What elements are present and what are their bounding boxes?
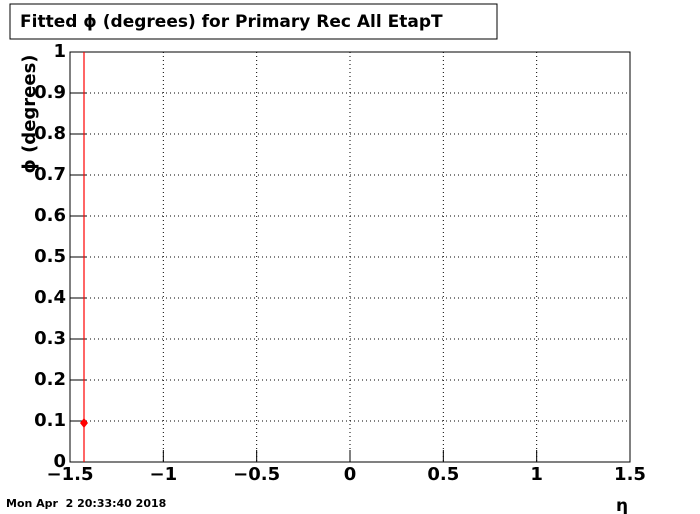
y-tick-label: 0 xyxy=(53,451,66,472)
y-tick-label: 0.3 xyxy=(34,328,66,349)
x-tick-label: −1.5 xyxy=(47,464,94,485)
x-tick-label: −0.5 xyxy=(233,464,280,485)
y-tick-label: 1 xyxy=(53,41,66,62)
y-tick-label: 0.8 xyxy=(34,123,66,144)
chart-title: Fitted ϕ (degrees) for Primary Rec All E… xyxy=(20,12,443,32)
y-tick-label: 0.4 xyxy=(34,287,66,308)
y-tick-label: 0.2 xyxy=(34,369,66,390)
y-tick-label: 0.9 xyxy=(34,82,66,103)
timestamp: Mon Apr 2 20:33:40 2018 xyxy=(6,497,166,510)
x-axis-label: η xyxy=(616,496,628,514)
x-tick-label: 1 xyxy=(530,464,543,485)
x-tick-label: 0.5 xyxy=(427,464,459,485)
y-tick-label: 0.5 xyxy=(34,246,66,267)
data-point xyxy=(80,418,88,429)
x-tick-label: 0 xyxy=(344,464,357,485)
title-box xyxy=(9,3,498,40)
y-tick-label: 0.1 xyxy=(34,410,66,431)
x-tick-label: 1.5 xyxy=(614,464,646,485)
y-axis-label: ϕ (degrees) xyxy=(19,54,40,173)
y-tick-label: 0.7 xyxy=(34,164,66,185)
x-tick-label: −1 xyxy=(150,464,178,485)
y-tick-label: 0.6 xyxy=(34,205,66,226)
